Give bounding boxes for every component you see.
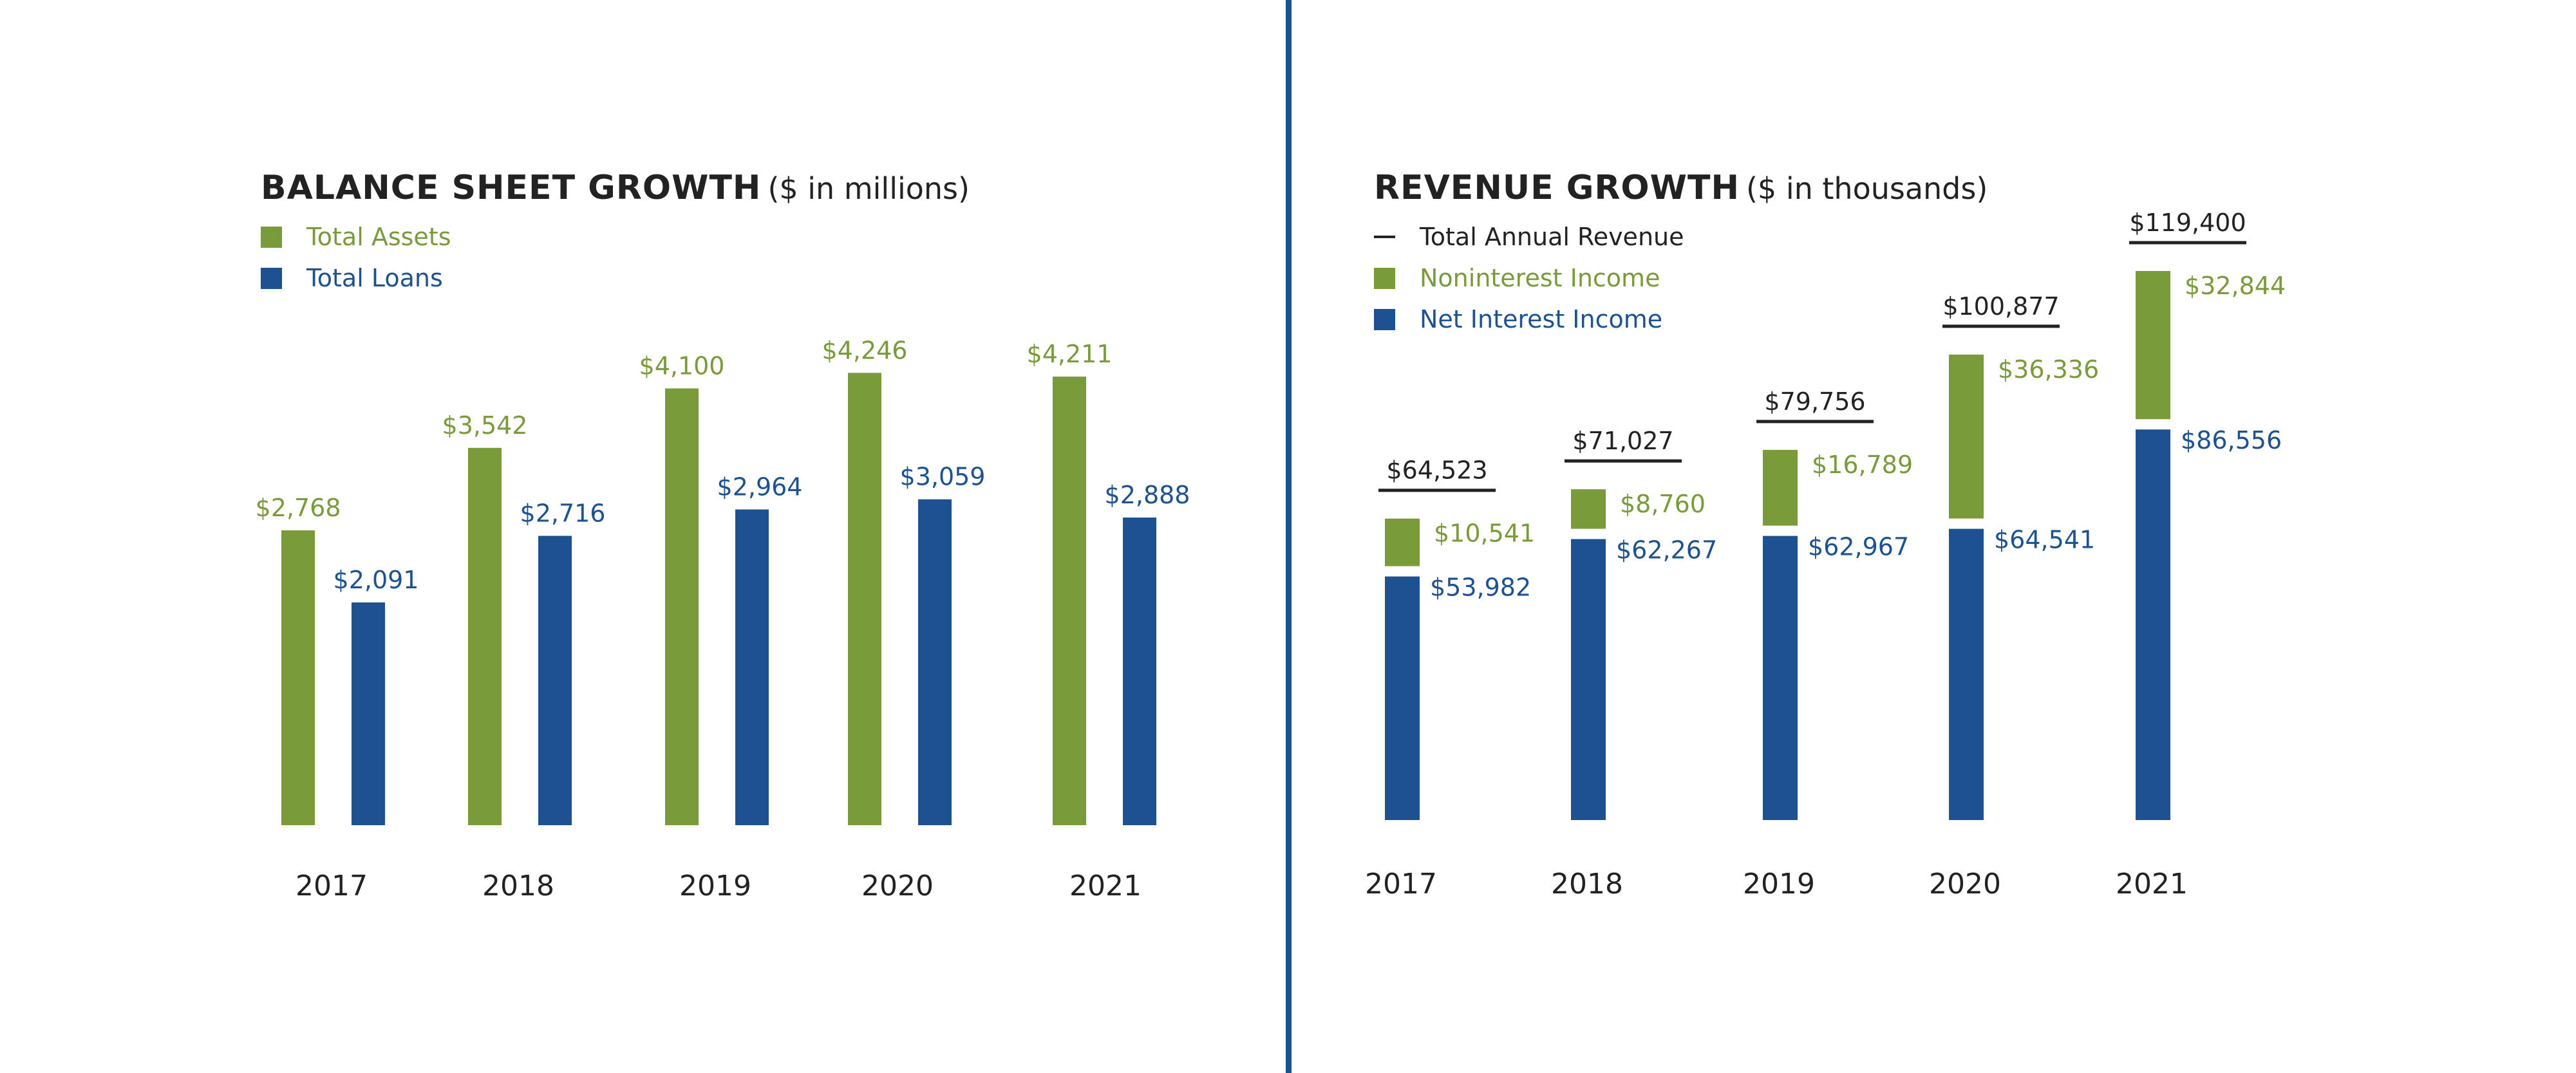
revenue-title-main: REVENUE GROWTH bbox=[1374, 169, 1740, 207]
bar-total-loans-2017 bbox=[352, 602, 385, 825]
revenue-chart: $53,982 $10,541 $64,523 2017 $62,267 $8,760 $7… bbox=[1365, 209, 2286, 900]
data-label-total-loans-2019: $2,964 bbox=[717, 472, 803, 501]
balance-sheet-title-units: ($ in millions) bbox=[767, 171, 970, 206]
data-label-noninterest-income-2017: $10,541 bbox=[1434, 519, 1535, 548]
legend-item-total-assets: Total Assets bbox=[261, 221, 451, 252]
panel-divider bbox=[1286, 0, 1292, 1073]
bar-total-loans-2021 bbox=[1123, 518, 1156, 825]
balance-sheet-panel: BALANCE SHEET GROWTH ($ in millions) Tota… bbox=[0, 0, 1286, 1073]
balance-sheet-title: BALANCE SHEET GROWTH ($ in millions) bbox=[261, 169, 970, 207]
data-label-total-assets-2020: $4,246 bbox=[822, 336, 908, 364]
x-tick-label-2017: 2017 bbox=[1365, 868, 1437, 900]
data-label-total-loans-2018: $2,716 bbox=[520, 499, 606, 528]
x-tick-label-2018: 2018 bbox=[482, 870, 554, 902]
bar-net-interest-income-2021 bbox=[2136, 429, 2170, 820]
data-label-net-interest-income-2017: $53,982 bbox=[1430, 574, 1531, 602]
legend-label-noninterest-income: Noninterest Income bbox=[1420, 264, 1660, 292]
data-label-noninterest-income-2021: $32,844 bbox=[2185, 272, 2286, 300]
bar-total-assets-2019 bbox=[665, 388, 699, 825]
legend-line-total-annual-revenue bbox=[1374, 236, 1395, 238]
data-label-total-loans-2020: $3,059 bbox=[900, 463, 986, 491]
data-label-net-interest-income-2020: $64,541 bbox=[1994, 526, 2095, 554]
bar-total-assets-2021 bbox=[1053, 377, 1086, 825]
x-tick-label-2021: 2021 bbox=[2116, 868, 2188, 900]
x-tick-label-2018: 2018 bbox=[1551, 868, 1623, 900]
bar-noninterest-income-2018 bbox=[1571, 489, 1606, 529]
legend-item-net-interest-income: Net Interest Income bbox=[1374, 304, 1662, 335]
data-label-total-assets-2018: $3,542 bbox=[442, 411, 528, 440]
total-label-2020: $100,877 bbox=[1942, 292, 2059, 321]
legend-label-total-assets: Total Assets bbox=[306, 223, 451, 251]
revenue-title: REVENUE GROWTH ($ in thousands) bbox=[1374, 169, 1988, 207]
data-label-total-assets-2021: $4,211 bbox=[1027, 340, 1113, 368]
legend-swatch-noninterest-income bbox=[1374, 267, 1395, 289]
x-tick-label-2019: 2019 bbox=[1743, 868, 1815, 900]
legend-item-total-annual-revenue: Total Annual Revenue bbox=[1374, 221, 1684, 252]
bar-noninterest-income-2020 bbox=[1949, 354, 1984, 519]
bar-noninterest-income-2019 bbox=[1763, 449, 1798, 526]
data-label-total-assets-2019: $4,100 bbox=[639, 351, 725, 380]
legend-item-noninterest-income: Noninterest Income bbox=[1374, 263, 1660, 294]
legend-label-total-annual-revenue: Total Annual Revenue bbox=[1420, 223, 1684, 251]
data-label-noninterest-income-2018: $8,760 bbox=[1620, 490, 1706, 518]
bar-total-assets-2017 bbox=[281, 530, 315, 825]
data-label-noninterest-income-2019: $16,789 bbox=[1812, 451, 1913, 479]
legend-swatch-net-interest-income bbox=[1374, 308, 1395, 330]
revenue-panel: REVENUE GROWTH ($ in thousands) Total Ann… bbox=[1292, 0, 2576, 1073]
x-tick-label-2017: 2017 bbox=[296, 870, 368, 902]
legend-label-total-loans: Total Loans bbox=[306, 264, 443, 292]
bar-net-interest-income-2017 bbox=[1385, 576, 1420, 820]
bar-total-assets-2018 bbox=[468, 447, 502, 825]
data-label-noninterest-income-2020: $36,336 bbox=[1998, 355, 2099, 384]
revenue-title-units: ($ in thousands) bbox=[1745, 171, 1988, 206]
bar-noninterest-income-2017 bbox=[1385, 518, 1420, 566]
data-label-total-loans-2021: $2,888 bbox=[1105, 481, 1190, 509]
bar-total-loans-2018 bbox=[538, 536, 572, 825]
bar-total-assets-2020 bbox=[848, 373, 881, 825]
bar-net-interest-income-2020 bbox=[1949, 528, 1984, 820]
data-label-net-interest-income-2018: $62,267 bbox=[1616, 536, 1717, 564]
bar-net-interest-income-2019 bbox=[1763, 536, 1798, 820]
data-label-total-loans-2017: $2,091 bbox=[334, 566, 419, 594]
total-label-2019: $79,756 bbox=[1764, 387, 1865, 416]
data-label-total-assets-2017: $2,768 bbox=[256, 494, 341, 522]
legend-label-net-interest-income: Net Interest Income bbox=[1420, 305, 1663, 333]
balance-sheet-chart: $2,768 $2,091 2017 $3,542 $2,716 2018 $4,100 $2… bbox=[256, 336, 1190, 902]
total-label-2018: $71,027 bbox=[1572, 427, 1673, 455]
total-label-2017: $64,523 bbox=[1386, 456, 1487, 485]
balance-sheet-title-main: BALANCE SHEET GROWTH bbox=[261, 169, 762, 207]
bar-net-interest-income-2018 bbox=[1571, 539, 1606, 820]
x-tick-label-2019: 2019 bbox=[679, 870, 751, 902]
legend-item-total-loans: Total Loans bbox=[261, 263, 443, 294]
x-tick-label-2020: 2020 bbox=[1929, 868, 2001, 900]
total-label-2021: $119,400 bbox=[2129, 209, 2246, 237]
legend-swatch-total-assets bbox=[261, 226, 282, 248]
x-tick-label-2021: 2021 bbox=[1069, 870, 1142, 902]
legend-swatch-total-loans bbox=[261, 267, 282, 289]
bar-noninterest-income-2021 bbox=[2136, 271, 2170, 420]
bar-total-loans-2019 bbox=[735, 509, 769, 825]
data-label-net-interest-income-2021: $86,556 bbox=[2181, 426, 2282, 454]
x-tick-label-2020: 2020 bbox=[861, 870, 934, 902]
bar-total-loans-2020 bbox=[918, 499, 952, 825]
data-label-net-interest-income-2019: $62,967 bbox=[1808, 533, 1909, 561]
